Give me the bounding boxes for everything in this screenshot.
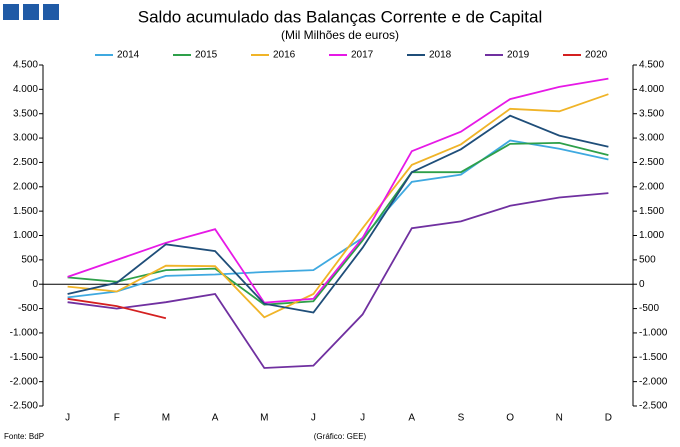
credit: (Gráfico: GEE) — [314, 432, 367, 441]
y2-tick-label: 3.000 — [639, 133, 664, 144]
y-tick-label: 2.500 — [13, 157, 38, 168]
legend-label: 2019 — [507, 50, 530, 61]
legend-label: 2018 — [429, 50, 452, 61]
x-tick-label: O — [506, 413, 514, 424]
x-tick-label: J — [65, 413, 70, 424]
logo — [3, 4, 59, 20]
legend-label: 2016 — [273, 50, 296, 61]
y-tick-label: 1.500 — [13, 206, 38, 217]
series-line — [67, 114, 609, 314]
x-tick-label: F — [114, 413, 120, 424]
y2-tick-label: -2.000 — [639, 376, 668, 387]
chart-title: Saldo acumulado das Balanças Corrente e … — [138, 7, 542, 26]
series-line — [67, 93, 609, 319]
legend-label: 2014 — [117, 50, 140, 61]
legend-label: 2017 — [351, 50, 374, 61]
series-line — [67, 297, 167, 320]
x-tick-label: S — [458, 413, 465, 424]
series-line — [67, 77, 609, 304]
y2-tick-label: 0 — [639, 279, 645, 290]
series-line — [67, 141, 609, 306]
y2-tick-label: 1.500 — [639, 206, 664, 217]
y-tick-label: 0 — [32, 279, 38, 290]
y-tick-label: 1.000 — [13, 230, 38, 241]
x-tick-label: N — [556, 413, 563, 424]
legend-label: 2020 — [585, 50, 608, 61]
y2-tick-label: 4.500 — [639, 60, 664, 71]
source: Fonte: BdP — [4, 432, 44, 441]
y2-tick-label: -1.500 — [639, 352, 668, 363]
x-tick-label: M — [260, 413, 268, 424]
series-line — [67, 192, 609, 369]
y-tick-label: -2.000 — [10, 376, 39, 387]
x-tick-label: M — [162, 413, 170, 424]
y2-tick-label: 500 — [639, 254, 656, 265]
x-tick-label: J — [360, 413, 365, 424]
chart-subtitle: (Mil Milhões de euros) — [281, 28, 399, 42]
y-tick-label: -2.500 — [10, 401, 39, 412]
y-tick-label: 3.500 — [13, 108, 38, 119]
y2-tick-label: -1.000 — [639, 328, 668, 339]
y2-tick-label: 2.000 — [639, 181, 664, 192]
y-tick-label: -1.500 — [10, 352, 39, 363]
y2-tick-label: 1.000 — [639, 230, 664, 241]
y-tick-label: 2.000 — [13, 181, 38, 192]
x-tick-label: J — [311, 413, 316, 424]
y2-tick-label: 3.500 — [639, 108, 664, 119]
y-tick-label: 4.000 — [13, 84, 38, 95]
y2-tick-label: -2.500 — [639, 401, 668, 412]
x-tick-label: D — [605, 413, 612, 424]
x-tick-label: A — [408, 413, 415, 424]
y-tick-label: -1.000 — [10, 328, 39, 339]
series-line — [67, 139, 609, 299]
y2-tick-label: -500 — [639, 303, 659, 314]
x-tick-label: A — [212, 413, 219, 424]
y2-tick-label: 4.000 — [639, 84, 664, 95]
y-tick-label: 3.000 — [13, 133, 38, 144]
y-tick-label: 4.500 — [13, 60, 38, 71]
y-tick-label: 500 — [21, 254, 38, 265]
y2-tick-label: 2.500 — [639, 157, 664, 168]
legend-label: 2015 — [195, 50, 218, 61]
y-tick-label: -500 — [18, 303, 38, 314]
